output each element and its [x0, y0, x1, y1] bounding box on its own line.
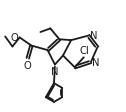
- Text: N: N: [51, 66, 58, 76]
- Text: O: O: [24, 60, 31, 70]
- Text: N: N: [92, 57, 100, 67]
- Text: N: N: [90, 31, 97, 41]
- Text: Cl: Cl: [80, 45, 90, 55]
- Text: O: O: [10, 33, 18, 43]
